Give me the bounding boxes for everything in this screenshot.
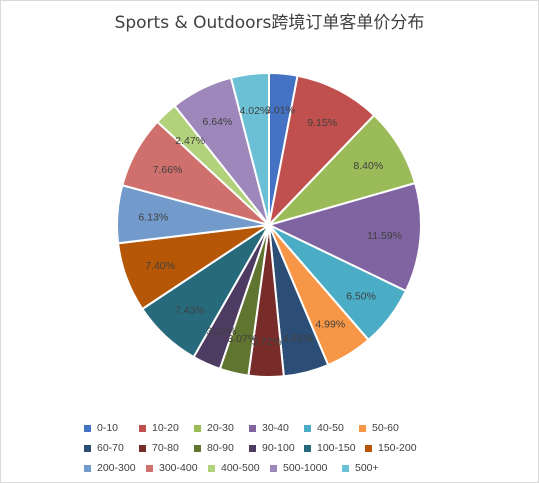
legend-swatch <box>270 464 277 472</box>
legend-label: 70-80 <box>152 442 179 454</box>
data-label-150-200: 7.40% <box>145 260 175 272</box>
legend-item-20-30: 20-30 <box>194 422 249 434</box>
legend-swatch <box>139 424 146 432</box>
legend-item-300-400: 300-400 <box>146 462 208 474</box>
legend-item-150-200: 150-200 <box>365 442 426 454</box>
legend-item-50-60: 50-60 <box>359 422 414 434</box>
legend-swatch <box>365 444 372 452</box>
data-label-90-100: 3.02% <box>206 326 236 338</box>
legend-label: 200-300 <box>97 462 136 474</box>
data-label-30-40: 11.59% <box>367 230 402 242</box>
data-label-500-1000: 6.64% <box>203 116 233 128</box>
legend-swatch <box>249 424 256 432</box>
legend-label: 100-150 <box>317 442 356 454</box>
legend-item-40-50: 40-50 <box>304 422 359 434</box>
legend-row: 200-300 300-400 400-500 500-1000 500+ <box>84 458 524 478</box>
pie-slice-500+ <box>229 71 270 226</box>
legend-label: 500+ <box>355 462 379 474</box>
legend-label: 10-20 <box>152 422 179 434</box>
data-label-10-20: 9.15% <box>307 117 337 129</box>
legend-item-0-10: 0-10 <box>84 422 139 434</box>
legend-label: 30-40 <box>262 422 289 434</box>
legend-label: 0-10 <box>97 422 119 434</box>
legend: 0-10 10-20 20-30 30-40 40-50 50-60 60-70 70-80 8… <box>84 418 524 478</box>
pie-slice-30-40 <box>266 181 422 293</box>
legend-swatch <box>304 424 311 432</box>
legend-label: 90-100 <box>262 442 295 454</box>
data-label-50-60: 4.99% <box>315 319 345 331</box>
legend-swatch <box>249 444 256 452</box>
data-label-20-30: 8.40% <box>353 160 383 172</box>
legend-swatch <box>194 444 201 452</box>
legend-item-70-80: 70-80 <box>139 442 194 454</box>
data-label-60-70: 4.81% <box>283 332 313 344</box>
legend-swatch <box>304 444 311 452</box>
legend-item-60-70: 60-70 <box>84 442 139 454</box>
legend-swatch <box>342 464 349 472</box>
legend-label: 400-500 <box>221 462 260 474</box>
legend-swatch <box>84 444 91 452</box>
legend-swatch <box>359 424 366 432</box>
chart-title: Sports & Outdoors跨境订单客单价分布 <box>114 13 425 33</box>
data-label-70-80: 3.72% <box>252 336 282 348</box>
legend-swatch <box>146 464 153 472</box>
legend-item-90-100: 90-100 <box>249 442 304 454</box>
legend-label: 40-50 <box>317 422 344 434</box>
legend-label: 20-30 <box>207 422 234 434</box>
legend-label: 300-400 <box>159 462 198 474</box>
data-label-300-400: 7.66% <box>153 164 183 176</box>
data-label-100-150: 7.43% <box>175 305 205 317</box>
data-label-40-50: 6.50% <box>346 291 376 303</box>
legend-item-200-300: 200-300 <box>84 462 146 474</box>
legend-item-500+: 500+ <box>342 462 404 474</box>
data-label-80-90: 3.07% <box>227 333 257 345</box>
pie-slice-10-20 <box>267 74 376 229</box>
legend-label: 150-200 <box>378 442 417 454</box>
legend-swatch <box>84 424 91 432</box>
legend-label: 80-90 <box>207 442 234 454</box>
legend-swatch <box>194 424 201 432</box>
legend-swatch <box>208 464 215 472</box>
data-label-500+: 4.02% <box>240 105 270 117</box>
data-label-200-300: 6.13% <box>138 212 168 224</box>
legend-item-80-90: 80-90 <box>194 442 249 454</box>
legend-item-100-150: 100-150 <box>304 442 365 454</box>
legend-item-400-500: 400-500 <box>208 462 270 474</box>
legend-row: 0-10 10-20 20-30 30-40 40-50 50-60 <box>84 418 524 438</box>
legend-label: 50-60 <box>372 422 399 434</box>
data-label-0-10: 3.01% <box>265 105 295 117</box>
data-label-400-500: 2.47% <box>175 135 205 147</box>
legend-label: 500-1000 <box>283 462 328 474</box>
legend-swatch <box>139 444 146 452</box>
legend-item-30-40: 30-40 <box>249 422 304 434</box>
legend-label: 60-70 <box>97 442 124 454</box>
legend-item-500-1000: 500-1000 <box>270 462 342 474</box>
legend-row: 60-70 70-80 80-90 90-100 100-150 150-200 <box>84 438 524 458</box>
legend-swatch <box>84 464 91 472</box>
legend-item-10-20: 10-20 <box>139 422 194 434</box>
